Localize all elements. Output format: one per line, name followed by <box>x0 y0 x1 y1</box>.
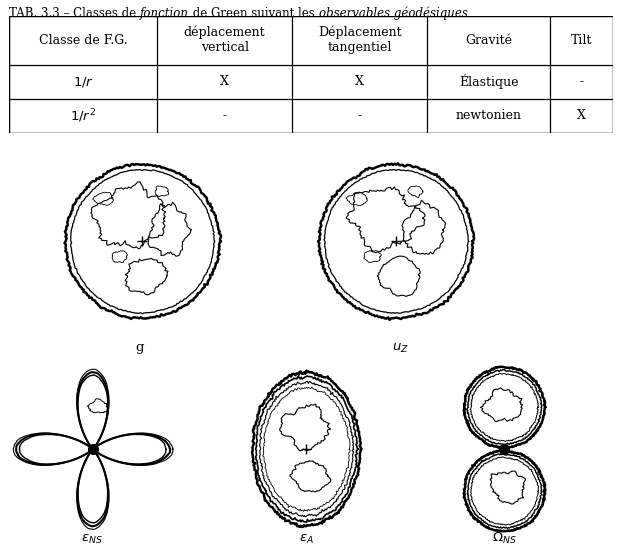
Text: X: X <box>355 75 364 88</box>
Text: Classe de F.G.: Classe de F.G. <box>39 33 128 47</box>
Text: g: g <box>135 341 144 354</box>
Text: fonction: fonction <box>140 7 189 20</box>
Text: TAB. 3.3 – Classes de: TAB. 3.3 – Classes de <box>9 7 140 20</box>
Text: -: - <box>579 75 584 88</box>
Text: $\varepsilon_{NS}$: $\varepsilon_{NS}$ <box>80 533 103 546</box>
Text: $\Omega_{NS}$: $\Omega_{NS}$ <box>492 531 517 546</box>
Text: $u_Z$: $u_Z$ <box>392 341 409 354</box>
Text: newtonien: newtonien <box>456 109 522 122</box>
Text: X: X <box>577 109 586 122</box>
Text: Tilt: Tilt <box>571 33 592 47</box>
Text: X: X <box>220 75 229 88</box>
Text: -: - <box>223 109 227 122</box>
Text: Élastique: Élastique <box>459 74 518 89</box>
Text: de Green suivant les: de Green suivant les <box>189 7 319 20</box>
Text: $1/r^2$: $1/r^2$ <box>70 107 96 124</box>
Text: déplacement
vertical: déplacement vertical <box>184 26 266 55</box>
Text: $\varepsilon_A$: $\varepsilon_A$ <box>299 533 314 546</box>
Text: $1/r$: $1/r$ <box>72 75 93 89</box>
Text: -: - <box>358 109 362 122</box>
Text: Déplacement
tangentiel: Déplacement tangentiel <box>318 26 402 55</box>
Text: Gravité: Gravité <box>465 33 512 47</box>
Text: observables géodésiques: observables géodésiques <box>319 7 467 20</box>
